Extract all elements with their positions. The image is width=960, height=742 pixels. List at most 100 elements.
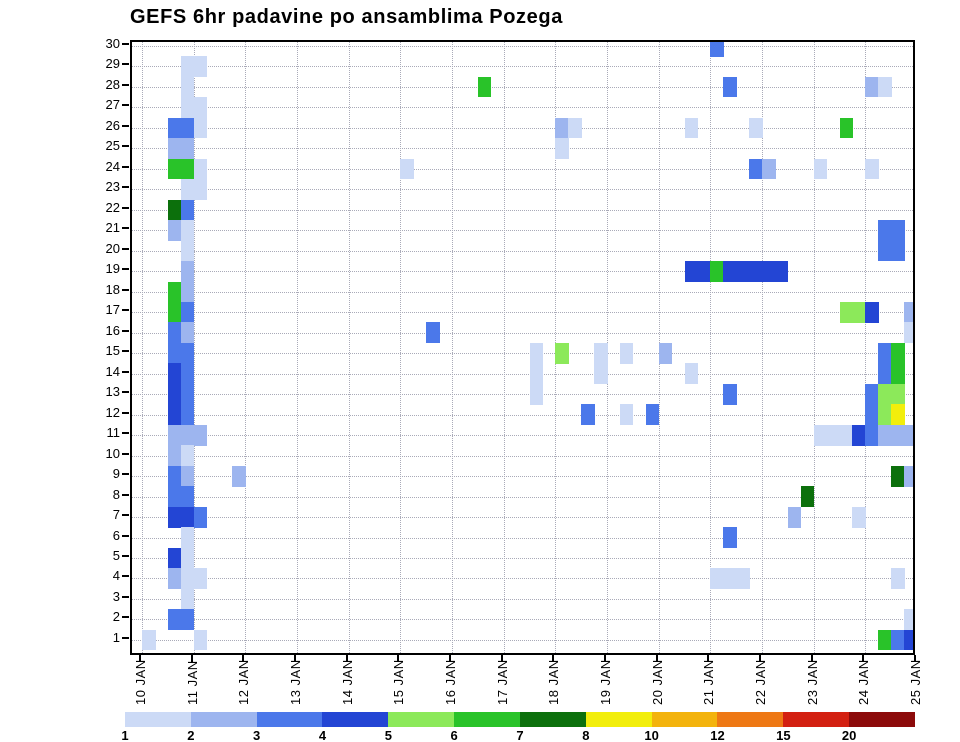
y-tick-mark [122,104,129,107]
heatmap-cell [180,445,195,467]
heatmap-cell [180,547,195,569]
heatmap-cell [167,158,182,180]
heatmap-cell [813,424,828,446]
vertical-gridline [762,42,763,653]
y-tick-mark [122,432,129,435]
y-tick-mark [122,43,129,45]
heatmap-cell [878,220,892,241]
colorbar-tick-label: 5 [384,728,392,742]
x-tick-label: 22 JAN [753,659,768,705]
vertical-gridline [245,42,247,653]
heatmap-cell [865,302,879,323]
heatmap-cell [736,568,750,589]
heatmap-cell [749,117,763,139]
x-tick-mark [604,655,606,662]
colorbar-tick-label: 1 [121,728,129,742]
y-tick-label: 26 [105,117,120,133]
heatmap-cell [167,302,182,323]
heatmap-cell [865,158,879,180]
heatmap-cell [658,342,673,364]
horizontal-gridline [132,353,913,355]
y-tick-mark [122,534,129,537]
x-tick-label: 19 JAN [598,659,613,705]
y-tick-mark [122,309,129,312]
heatmap-cell [684,117,699,139]
x-tick-label: 10 JAN [133,659,148,705]
horizontal-gridline [132,435,913,437]
y-tick-label: 6 [112,527,120,543]
y-tick-label: 7 [112,507,120,523]
heatmap-cell [180,97,195,118]
y-tick-label: 28 [105,76,120,92]
x-tick-label: 12 JAN [236,659,252,705]
horizontal-gridline [132,312,913,314]
horizontal-gridline [132,291,913,293]
heatmap-cell [878,629,892,651]
y-tick-mark [122,452,129,455]
y-tick-label: 20 [105,240,120,256]
y-tick-mark [122,514,129,517]
heatmap-cell [891,240,905,262]
y-tick-mark [122,268,129,271]
y-tick-label: 9 [112,466,120,482]
heatmap-cell [594,342,608,364]
heatmap-cell [594,363,608,385]
vertical-gridline [813,42,815,653]
x-tick-label: 16 JAN [443,659,458,705]
y-tick-mark [122,616,129,619]
heatmap-cell [193,629,208,651]
heatmap-cell [180,404,195,426]
heatmap-cell [865,404,879,426]
heatmap-cell [684,363,699,385]
heatmap-cell [891,383,905,405]
x-tick-mark [139,655,141,662]
heatmap-cell [180,527,195,549]
heatmap-cell [749,261,763,282]
heatmap-cell [581,404,595,426]
heatmap-cell [723,261,737,282]
y-tick-label: 21 [105,220,120,236]
heatmap-cell [167,383,182,405]
horizontal-gridline [132,168,913,170]
heatmap-cell [891,424,905,446]
heatmap-cell [167,322,182,344]
heatmap-cell [555,138,569,159]
heatmap-cell [193,158,208,180]
heatmap-cell [180,199,195,221]
horizontal-gridline [132,189,913,191]
heatmap-cell [180,424,195,446]
heatmap-cell [180,138,195,159]
y-tick-mark [122,288,129,291]
x-tick-label: 14 JAN [339,659,355,705]
heatmap-cell [865,383,879,405]
heatmap-cell [142,629,156,651]
heatmap-cell [180,609,195,630]
x-tick-mark [345,655,348,662]
vertical-gridline [710,42,712,653]
colorbar-tick-label: 20 [841,728,857,742]
horizontal-gridline [132,66,913,68]
y-tick-label: 13 [105,384,120,400]
y-tick-mark [122,124,129,127]
heatmap-cell [193,568,208,589]
y-tick-mark [122,63,129,66]
y-tick-mark [122,473,129,476]
colorbar-segment [190,712,257,727]
horizontal-gridline [132,578,913,580]
colorbar-segment [256,712,323,727]
heatmap-cell [232,465,246,487]
heatmap-cell [180,117,195,139]
x-tick-label: 13 JAN [288,659,303,705]
horizontal-gridline [132,394,913,396]
heatmap-cell [723,527,737,549]
y-tick-label: 15 [105,343,120,359]
heatmap-cell [167,363,182,385]
heatmap-cell [167,506,182,528]
heatmap-cell [878,240,892,262]
horizontal-gridline [132,250,913,252]
heatmap-cell [891,342,905,364]
heatmap-cell [878,363,892,385]
y-tick-label: 3 [112,588,120,604]
y-tick-mark [122,350,129,353]
y-tick-label: 27 [105,97,120,113]
